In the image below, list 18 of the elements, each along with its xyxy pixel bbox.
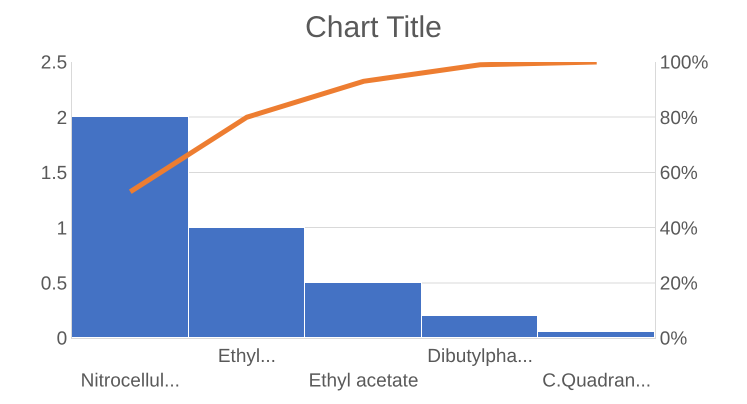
y-tick-label: 1: [56, 218, 68, 240]
chart-title: Chart Title: [305, 11, 442, 44]
x-tick-label: Ethyl acetate: [308, 370, 418, 392]
y2-tick-label: 100%: [660, 52, 708, 74]
x-tick-label: Nitrocellul...: [80, 370, 180, 392]
y-tick-label: 2: [56, 108, 68, 129]
y2-tick-label: 0%: [660, 328, 688, 350]
y-tick-label: 0: [56, 328, 68, 350]
y2-tick-label: 20%: [660, 273, 698, 294]
y2-tick-label: 80%: [660, 108, 698, 129]
y-tick-label: 1.5: [40, 163, 68, 184]
y2-tick-label: 40%: [660, 218, 698, 240]
x-tick-label: Ethyl...: [218, 346, 276, 367]
x-tick-label: C.Quadran...: [542, 370, 652, 392]
y-tick-label: 2.5: [40, 52, 68, 74]
x-tick-label: Dibutylpha...: [427, 346, 533, 367]
y2-tick-label: 60%: [660, 163, 698, 184]
y-tick-label: 0.5: [40, 273, 68, 294]
